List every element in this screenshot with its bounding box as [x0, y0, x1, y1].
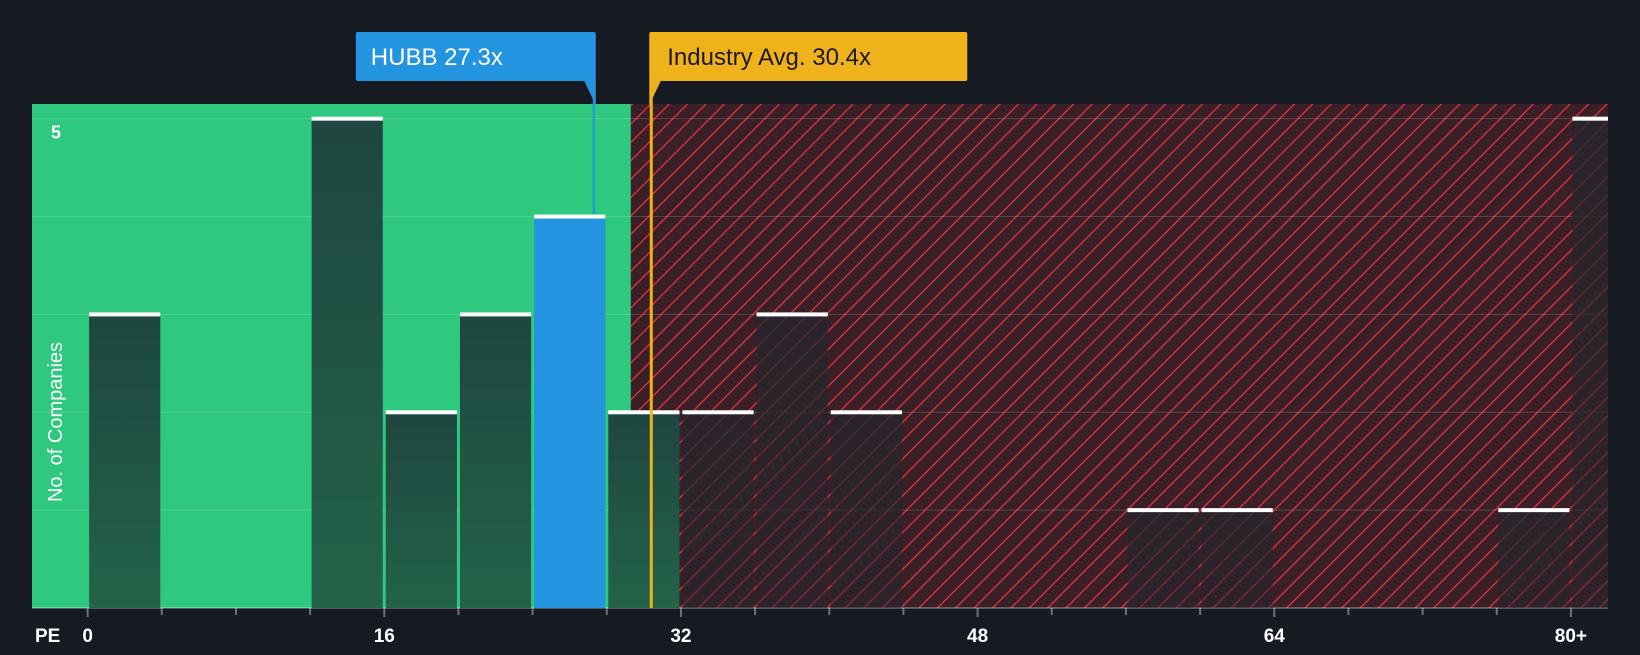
bar: [459, 314, 532, 608]
bar: [385, 412, 457, 608]
bar-cap: [756, 312, 828, 317]
x-tick-label: 48: [967, 626, 988, 647]
industry-avg-label-text: Industry Avg. 30.4x: [667, 44, 871, 71]
bar-cap: [608, 410, 680, 415]
bar: [1201, 510, 1273, 608]
bar-cap: [1127, 508, 1199, 513]
bar: [756, 314, 828, 608]
x-tick-label: 32: [670, 626, 691, 647]
x-axis-label: PE: [35, 626, 60, 647]
bars: [89, 116, 1608, 608]
x-tick-label: 16: [374, 626, 395, 647]
bar: [1127, 510, 1199, 608]
bar-cap: [1201, 508, 1273, 513]
x-ticks: 0 16 32 48 64 80+: [82, 608, 1587, 647]
bar: [830, 412, 902, 608]
bar-cap: [1572, 116, 1608, 121]
bar-cap: [385, 410, 457, 415]
bar-cap: [89, 312, 161, 317]
y-ticks: 5: [51, 123, 61, 143]
x-tick-label: 0: [82, 626, 93, 647]
bar-cap: [534, 214, 606, 219]
bar-highlight: [534, 216, 606, 608]
industry-avg-label: Industry Avg. 30.4x: [649, 32, 968, 105]
bar-cap: [830, 410, 902, 415]
bar: [608, 412, 680, 608]
company-label-text: HUBB 27.3x: [371, 44, 503, 71]
bar: [311, 118, 383, 608]
bar-cap: [1498, 508, 1570, 513]
y-tick-label: 5: [51, 123, 61, 143]
bar-cap: [311, 116, 383, 121]
bar-cap: [459, 312, 532, 317]
y-axis-label: No. of Companies: [45, 342, 67, 502]
bar: [1498, 510, 1570, 608]
bar-cap: [682, 410, 754, 415]
bar: [89, 314, 161, 608]
x-tick-label: 64: [1264, 626, 1286, 647]
bar: [682, 412, 754, 608]
bar: [1572, 118, 1608, 608]
x-tick-label: 80+: [1555, 626, 1587, 647]
company-label: HUBB 27.3x: [355, 32, 596, 105]
